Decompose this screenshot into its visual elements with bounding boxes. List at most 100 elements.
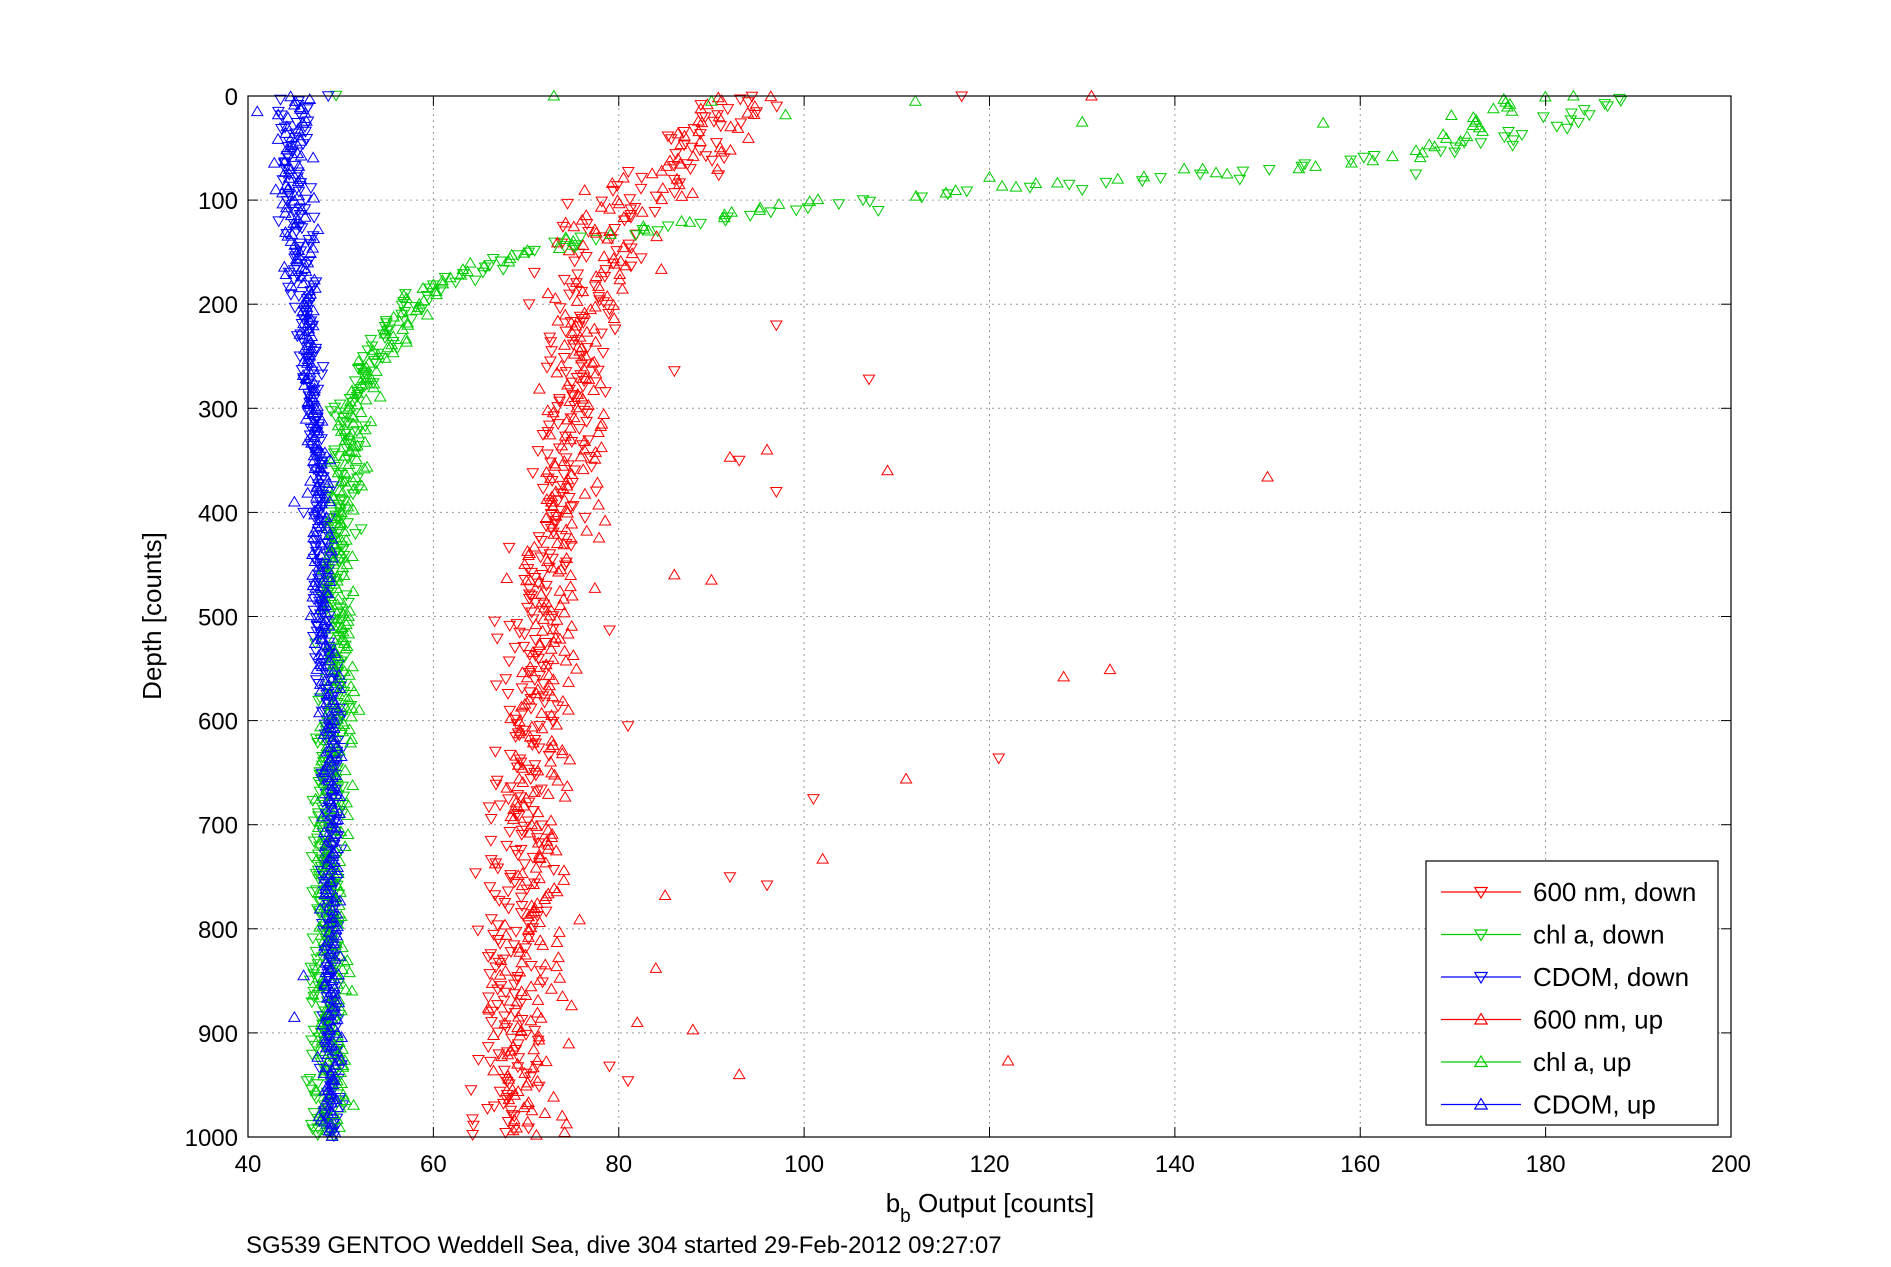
data-point (300, 356, 314, 368)
data-point (525, 720, 539, 732)
data-point (498, 918, 512, 930)
data-point (594, 200, 608, 212)
data-point (344, 710, 358, 722)
data-point (544, 603, 558, 615)
data-point (576, 239, 590, 251)
data-point (612, 197, 626, 209)
data-point (564, 580, 577, 592)
data-point (420, 308, 434, 320)
data-point (293, 125, 306, 137)
data-point (672, 178, 686, 190)
data-point (310, 479, 324, 491)
data-point (503, 252, 517, 264)
data-point (396, 322, 410, 334)
data-point (336, 607, 350, 619)
data-point (311, 384, 325, 396)
data-point (524, 921, 538, 933)
data-point (495, 1050, 508, 1062)
x-axis-label-rest: Output [counts] (911, 1188, 1095, 1218)
data-point (281, 111, 295, 123)
data-point (617, 171, 630, 183)
data-point (544, 457, 558, 469)
data-point (561, 703, 575, 715)
data-point (545, 561, 559, 573)
data-point (326, 1054, 340, 1066)
data-point-outlier (760, 443, 774, 455)
data-point (528, 1025, 542, 1037)
data-point (568, 400, 582, 412)
data-point (558, 338, 571, 350)
data-point (635, 205, 649, 217)
data-point (723, 143, 737, 155)
data-point (306, 319, 320, 331)
data-point (526, 646, 540, 658)
data-point (711, 110, 725, 122)
data-point (615, 282, 629, 294)
series-600-nm-up (481, 89, 1275, 1140)
data-point (494, 954, 508, 965)
data-point (381, 341, 395, 353)
data-point (648, 206, 662, 218)
data-point (485, 1017, 498, 1029)
data-point (317, 622, 331, 634)
data-point (311, 223, 325, 235)
data-point (329, 530, 342, 542)
x-tick-label: 80 (605, 1151, 632, 1178)
data-point (717, 211, 731, 223)
x-axis-label-main: b (886, 1188, 900, 1218)
data-point (508, 1088, 522, 1100)
data-point (520, 671, 534, 683)
data-point (346, 779, 360, 790)
data-point (634, 183, 648, 195)
data-point (380, 318, 394, 330)
data-point-outlier (630, 1016, 644, 1028)
data-point (344, 736, 358, 748)
data-point (325, 985, 338, 997)
data-point (344, 395, 357, 407)
legend-marker (1473, 971, 1489, 985)
data-point (524, 980, 538, 992)
legend-item: chl a, down (1441, 920, 1665, 950)
data-point (523, 826, 537, 838)
data-point (485, 976, 499, 988)
legend-item: CDOM, down (1441, 962, 1689, 992)
data-point (334, 1053, 348, 1065)
data-point (483, 1056, 497, 1068)
data-point-outlier (769, 320, 783, 332)
x-axis-label: bb Output [counts] (886, 1188, 1095, 1227)
data-point (558, 429, 572, 441)
data-point (325, 974, 339, 985)
data-point (345, 984, 359, 996)
data-point (318, 763, 332, 775)
data-point (1062, 179, 1076, 191)
data-point (311, 426, 325, 438)
data-point (501, 688, 515, 700)
data-point (322, 947, 336, 959)
data-point (623, 194, 637, 206)
data-point (336, 416, 350, 428)
data-point (330, 652, 344, 664)
data-point (333, 949, 347, 961)
data-point (503, 620, 517, 632)
data-point (518, 574, 532, 586)
data-point (544, 814, 558, 826)
data-point (747, 108, 761, 120)
data-point (502, 255, 516, 267)
data-point (1345, 156, 1358, 168)
data-point (741, 106, 755, 118)
data-point (593, 377, 607, 389)
data-point (343, 429, 357, 441)
data-point (306, 795, 320, 807)
data-point (511, 941, 525, 953)
data-point (311, 517, 325, 529)
data-point (563, 421, 577, 433)
data-point (312, 896, 326, 907)
data-point (529, 635, 542, 646)
data-point (685, 142, 699, 154)
data-point-outlier (955, 91, 969, 103)
data-point-outlier (908, 94, 922, 106)
data-point (909, 189, 923, 201)
data-point (536, 429, 550, 441)
data-point (314, 603, 327, 615)
data-point (331, 592, 345, 604)
